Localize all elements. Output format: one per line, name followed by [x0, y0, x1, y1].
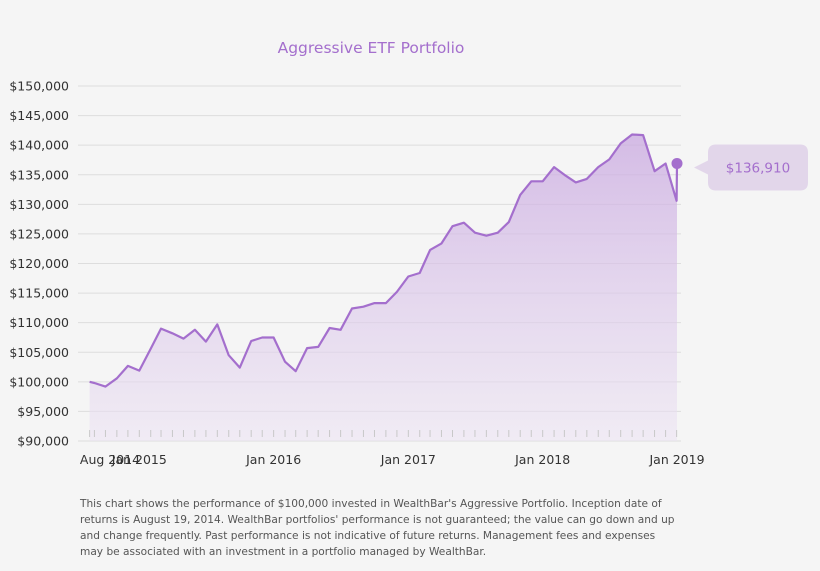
y-tick-label: $90,000	[17, 434, 69, 449]
value-callout-label: $136,910	[726, 160, 790, 176]
y-tick-label: $110,000	[9, 315, 69, 330]
y-tick-label: $130,000	[9, 197, 69, 212]
area-fill	[89, 134, 678, 441]
y-tick-label: $105,000	[9, 345, 69, 360]
y-tick-label: $100,000	[9, 374, 69, 389]
area-layer	[89, 133, 679, 441]
x-tick-label: Jan 2019	[648, 452, 704, 467]
y-axis-labels: $90,000 $95,000 $100,000 $105,000 $110,000 $1…	[9, 79, 69, 449]
end-point-marker	[671, 157, 683, 169]
y-tick-label: $140,000	[9, 138, 69, 153]
y-tick-label: $150,000	[9, 79, 69, 94]
value-callout-bubble	[694, 144, 808, 191]
x-tick-label: Aug 2014	[80, 452, 140, 467]
x-tick-label: Jan 2018	[514, 452, 570, 467]
x-axis-ticks	[89, 430, 678, 437]
x-tick-label: Jan 2015	[111, 452, 167, 467]
y-tick-label: $115,000	[9, 286, 69, 301]
disclaimer-text: This chart shows the performance of $100…	[80, 498, 675, 558]
y-tick-label: $120,000	[9, 256, 69, 271]
y-tick-label: $135,000	[9, 167, 69, 182]
x-tick-label: Jan 2017	[380, 452, 436, 467]
y-tick-label: $95,000	[17, 404, 69, 419]
chart-title: Aggressive ETF Portfolio	[278, 39, 465, 57]
y-tick-label: $145,000	[9, 108, 69, 123]
x-tick-label: Jan 2016	[245, 452, 301, 467]
series-line	[89, 133, 679, 388]
portfolio-chart: Aggressive ETF Portfolio $90,000$95,000$…	[9, 39, 808, 467]
value-callout: $136,910	[671, 144, 808, 191]
y-tick-label: $125,000	[9, 226, 69, 241]
